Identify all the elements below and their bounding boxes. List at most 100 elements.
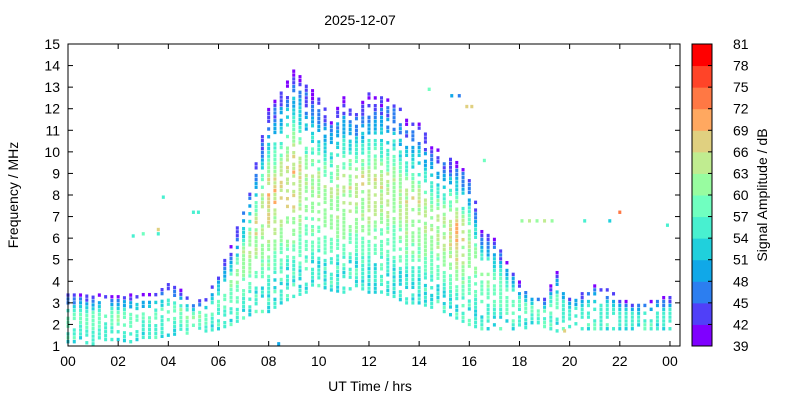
- data-cell: [612, 299, 616, 304]
- data-cell: [354, 225, 358, 230]
- data-cell: [235, 272, 239, 277]
- data-cell: [317, 124, 321, 129]
- data-cell: [248, 227, 252, 231]
- data-cell: [536, 321, 540, 325]
- data-cell: [449, 281, 452, 286]
- data-cell: [148, 324, 152, 328]
- data-cell: [229, 260, 233, 265]
- data-cell: [436, 156, 440, 160]
- data-cell: [467, 264, 471, 268]
- data-cell: [279, 107, 283, 111]
- data-cell: [499, 284, 503, 288]
- data-cell: [449, 293, 452, 298]
- data-cell: [354, 113, 358, 117]
- data-cell: [285, 169, 289, 174]
- data-cell: [474, 321, 478, 325]
- data-point: [520, 219, 524, 223]
- data-cell: [423, 272, 427, 276]
- data-cell: [392, 267, 396, 271]
- data-cell: [273, 286, 277, 290]
- data-cell: [486, 241, 490, 246]
- data-cell: [298, 234, 302, 238]
- data-cell: [499, 257, 503, 261]
- data-cell: [386, 238, 390, 242]
- data-cell: [411, 270, 415, 274]
- data-cell: [455, 277, 459, 281]
- data-cell: [411, 165, 415, 169]
- data-cell: [392, 244, 396, 248]
- data-cell: [405, 149, 409, 154]
- data-cell: [323, 200, 327, 205]
- data-cell: [474, 305, 478, 309]
- data-cell: [210, 328, 214, 332]
- data-cell: [436, 272, 440, 277]
- data-cell: [204, 321, 208, 325]
- data-cell: [323, 169, 327, 173]
- data-cell: [336, 114, 340, 118]
- data-cell: [116, 322, 120, 326]
- y-tick-label: 15: [44, 36, 60, 52]
- colorbar-tick-label: 54: [733, 230, 749, 246]
- data-cell: [311, 252, 315, 256]
- data-cell: [342, 216, 346, 220]
- data-cell: [141, 324, 145, 328]
- data-cell: [373, 286, 377, 290]
- data-cell: [116, 310, 120, 315]
- data-cell: [248, 212, 252, 216]
- data-cell: [204, 313, 208, 318]
- data-cell: [417, 141, 421, 146]
- data-cell: [348, 108, 352, 112]
- data-cell: [442, 224, 446, 228]
- data-cell: [511, 288, 515, 292]
- data-cell: [405, 266, 409, 270]
- data-cell: [279, 118, 283, 123]
- data-cell: [304, 166, 308, 170]
- data-cell: [285, 189, 289, 193]
- data-cell: [285, 154, 289, 158]
- data-cell: [386, 226, 390, 230]
- data-cell: [298, 121, 302, 126]
- data-cell: [392, 271, 396, 275]
- data-cell: [467, 221, 471, 226]
- data-cell: [436, 299, 440, 304]
- data-cell: [405, 239, 409, 243]
- data-cell: [198, 314, 202, 319]
- data-cell: [329, 241, 333, 246]
- data-cell: [235, 245, 239, 250]
- data-cell: [449, 219, 452, 224]
- data-cell: [398, 204, 402, 209]
- data-cell: [285, 158, 289, 162]
- data-cell: [304, 239, 308, 244]
- data-cell: [292, 271, 296, 275]
- data-cell: [555, 294, 559, 298]
- data-cell: [329, 171, 333, 176]
- data-cell: [492, 288, 496, 292]
- data-cell: [173, 293, 177, 298]
- data-cell: [624, 315, 628, 319]
- data-cell: [285, 255, 289, 259]
- data-cell: [367, 170, 371, 174]
- data-cell: [461, 168, 465, 172]
- data-cell: [643, 311, 647, 315]
- data-cell: [348, 127, 352, 132]
- data-cell: [568, 324, 572, 329]
- data-cell: [298, 191, 302, 195]
- data-cell: [423, 206, 427, 210]
- colorbar-tick-label: 42: [733, 316, 749, 332]
- data-cell: [323, 161, 327, 166]
- data-cell: [242, 273, 246, 277]
- data-cell: [160, 287, 164, 292]
- data-cell: [317, 109, 321, 113]
- data-cell: [442, 201, 446, 205]
- data-cell: [461, 265, 465, 269]
- data-cell: [417, 235, 421, 239]
- data-cell: [273, 278, 277, 282]
- data-cell: [442, 243, 446, 248]
- data-cell: [317, 264, 321, 268]
- data-cell: [449, 192, 452, 197]
- data-cell: [311, 271, 315, 276]
- data-cell: [267, 220, 271, 224]
- data-cell: [405, 200, 409, 204]
- data-cell: [586, 311, 590, 315]
- data-cell: [511, 284, 515, 288]
